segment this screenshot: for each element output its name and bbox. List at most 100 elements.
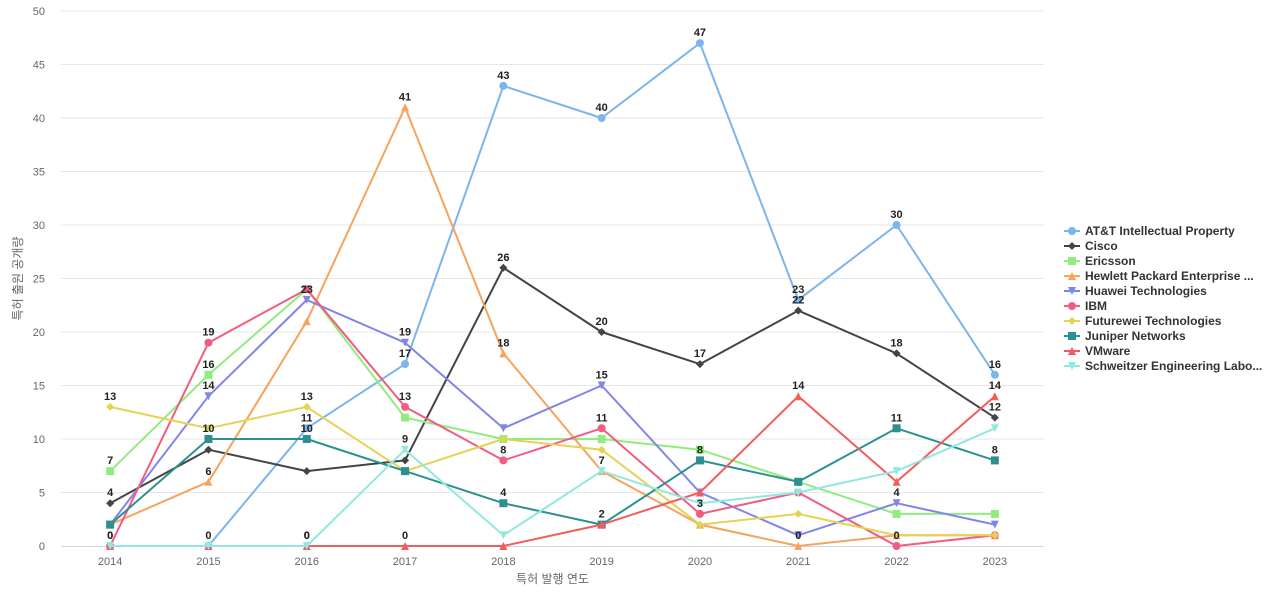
data-point: [499, 456, 508, 465]
data-point: [794, 295, 803, 304]
x-tick-label: 2022: [884, 556, 908, 568]
data-point: [597, 328, 606, 336]
series-line: [109, 427, 996, 526]
series-9: [106, 424, 999, 550]
legend-marker: [1068, 242, 1076, 250]
data-label: 22: [792, 295, 804, 307]
data-label: 3: [697, 498, 703, 510]
legend-item[interactable]: IBM: [1064, 299, 1107, 313]
data-label: 17: [694, 348, 706, 360]
data-label: 12: [989, 402, 1001, 414]
legend-item[interactable]: Huawei Technologies: [1064, 284, 1207, 298]
data-label: 13: [399, 391, 411, 403]
data-point: [204, 542, 213, 550]
y-tick-label: 10: [33, 434, 45, 446]
data-label: 14: [792, 380, 805, 392]
series-line: [109, 106, 995, 547]
y-tick-label: 5: [39, 488, 45, 500]
data-label: 16: [989, 359, 1001, 371]
data-point: [204, 445, 213, 454]
data-point: [499, 424, 508, 433]
series-line: [110, 395, 996, 547]
data-label: 0: [893, 530, 899, 542]
legend-item[interactable]: Hewlett Packard Enterprise ...: [1064, 269, 1254, 283]
legend-marker: [1068, 302, 1076, 310]
data-label: 6: [205, 466, 211, 478]
legend-label: AT&T Intellectual Property: [1085, 224, 1235, 238]
legend-label: Futurewei Technologies: [1085, 314, 1222, 328]
data-label: 13: [301, 391, 313, 403]
data-label: 30: [890, 209, 902, 221]
series-line: [109, 288, 995, 547]
legend-item[interactable]: Schweitzer Engineering Labo...: [1064, 359, 1262, 373]
data-point: [695, 456, 704, 465]
legend: AT&T Intellectual PropertyCiscoEricssonH…: [1064, 224, 1262, 373]
legend-item[interactable]: Futurewei Technologies: [1064, 314, 1222, 328]
data-point: [990, 370, 999, 379]
legend-marker: [1068, 332, 1076, 340]
data-label: 10: [301, 423, 313, 435]
data-point: [204, 477, 213, 486]
series-line: [110, 42, 996, 547]
data-label: 11: [301, 412, 313, 424]
data-point: [499, 499, 508, 508]
series-8: [106, 392, 999, 550]
data-label: 0: [402, 530, 408, 542]
data-label: 16: [202, 359, 214, 371]
data-point: [597, 114, 606, 122]
data-label: 15: [596, 370, 608, 382]
data-label: 14: [989, 380, 1002, 392]
x-tick-label: 2015: [196, 556, 220, 568]
x-tick-label: 2014: [98, 556, 122, 568]
data-point: [990, 392, 999, 401]
y-tick-label: 35: [33, 167, 45, 179]
data-point: [892, 424, 901, 433]
data-label: 8: [697, 444, 703, 456]
data-point: [204, 424, 213, 433]
legend-label: Schweitzer Engineering Labo...: [1085, 359, 1262, 373]
series-2: [106, 285, 999, 518]
data-point: [695, 509, 704, 518]
data-point: [990, 520, 999, 529]
data-point: [695, 445, 704, 454]
y-tick-label: 40: [33, 113, 45, 125]
data-point: [302, 285, 311, 294]
data-point: [302, 424, 311, 433]
data-point: [892, 221, 901, 229]
series-line: [109, 405, 995, 537]
data-label: 9: [402, 434, 408, 446]
data-label: 23: [301, 284, 313, 296]
data-point: [794, 509, 803, 518]
data-label: 18: [497, 337, 509, 349]
legend-marker: [1068, 227, 1076, 235]
x-axis-ticks: 2014 2015 2016 2017 2018 2019 2020 2021 2022 2023: [98, 556, 1007, 568]
data-label: 7: [107, 455, 113, 467]
legend-item[interactable]: Ericsson: [1064, 254, 1136, 268]
data-point: [794, 542, 803, 550]
legend-item[interactable]: VMware: [1064, 344, 1131, 358]
data-point: [106, 542, 115, 550]
x-tick-label: 2017: [393, 556, 417, 568]
legend-item[interactable]: Juniper Networks: [1064, 329, 1186, 343]
data-point: [401, 467, 410, 476]
y-tick-label: 25: [33, 274, 45, 286]
legend-item[interactable]: AT&T Intellectual Property: [1064, 224, 1235, 238]
series-0: [106, 39, 999, 550]
series-line: [110, 427, 996, 547]
data-label: 18: [890, 337, 902, 349]
data-label: 14: [202, 380, 215, 392]
series-group: [106, 39, 999, 550]
data-label: 8: [992, 444, 998, 456]
data-point: [892, 531, 901, 540]
data-point: [990, 531, 999, 540]
data-label: 11: [596, 412, 608, 424]
data-label: 26: [497, 252, 509, 264]
legend-item[interactable]: Cisco: [1064, 239, 1118, 253]
data-point: [597, 435, 606, 443]
legend-marker: [1068, 257, 1076, 265]
legend-marker: [1068, 362, 1076, 370]
data-label: 8: [500, 444, 506, 456]
data-label: 23: [792, 284, 804, 296]
data-label: 11: [891, 412, 903, 424]
